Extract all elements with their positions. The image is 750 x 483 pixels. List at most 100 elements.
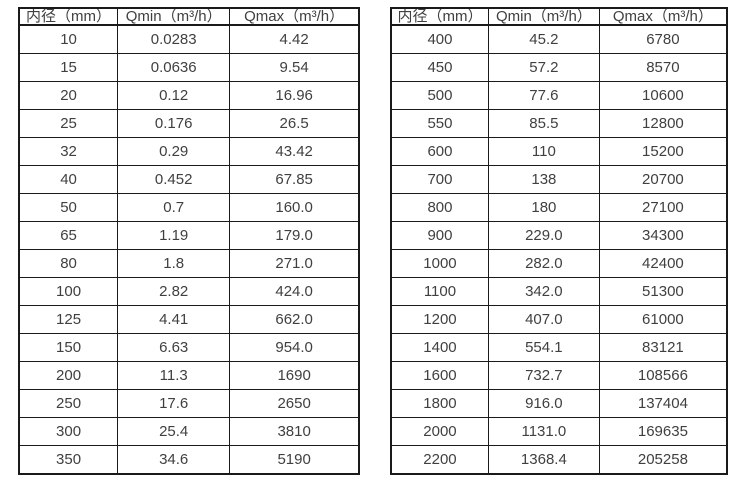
qmin-cell: 0.7 xyxy=(117,193,231,223)
table-row: 25 0.176 26.5 xyxy=(18,109,360,139)
qmax-cell: 42400 xyxy=(598,248,728,278)
table-row: 700 138 20700 xyxy=(390,165,728,195)
qmin-cell: 110 xyxy=(487,137,600,167)
qmin-cell: 17.6 xyxy=(117,388,231,418)
table-row: 125 4.41 662.0 xyxy=(18,304,360,334)
qmax-cell: 9.54 xyxy=(229,53,360,83)
diameter-cell: 125 xyxy=(18,304,119,334)
table-row: 600 110 15200 xyxy=(390,137,728,167)
diameter-cell: 20 xyxy=(18,81,119,111)
diameter-cell: 300 xyxy=(18,416,119,446)
qmin-cell: 57.2 xyxy=(487,53,600,83)
qmin-cell: 229.0 xyxy=(487,221,600,250)
qmax-cell: 2650 xyxy=(229,388,360,418)
qmin-cell: 1.8 xyxy=(117,248,231,278)
qmax-cell: 5190 xyxy=(229,444,360,475)
qmax-cell: 20700 xyxy=(598,165,728,195)
qmax-cell: 271.0 xyxy=(229,248,360,278)
diameter-cell: 600 xyxy=(390,137,489,167)
diameter-cell: 350 xyxy=(18,444,119,475)
column-header: Qmax（m³/h） xyxy=(598,7,728,26)
qmax-cell: 16.96 xyxy=(229,81,360,111)
diameter-cell: 65 xyxy=(18,221,119,250)
diameter-cell: 2200 xyxy=(390,444,489,475)
diameter-cell: 80 xyxy=(18,248,119,278)
qmin-cell: 45.2 xyxy=(487,24,600,55)
table-row: 900 229.0 34300 xyxy=(390,221,728,250)
diameter-cell: 1000 xyxy=(390,248,489,278)
qmax-cell: 83121 xyxy=(598,332,728,362)
qmin-cell: 0.12 xyxy=(117,81,231,111)
header-row: 内径（mm） Qmin（m³/h） Qmax（m³/h） xyxy=(390,7,728,26)
qmax-cell: 1690 xyxy=(229,360,360,390)
table-row: 450 57.2 8570 xyxy=(390,53,728,83)
diameter-cell: 200 xyxy=(18,360,119,390)
qmax-cell: 8570 xyxy=(598,53,728,83)
qmax-cell: 6780 xyxy=(598,24,728,55)
diameter-cell: 15 xyxy=(18,53,119,83)
qmax-cell: 3810 xyxy=(229,416,360,446)
qmin-cell: 34.6 xyxy=(117,444,231,475)
qmax-cell: 34300 xyxy=(598,221,728,250)
qmax-cell: 67.85 xyxy=(229,165,360,195)
table-row: 2000 1131.0 169635 xyxy=(390,416,728,446)
table-row: 2200 1368.4 205258 xyxy=(390,444,728,475)
table-row: 800 180 27100 xyxy=(390,193,728,223)
qmax-cell: 27100 xyxy=(598,193,728,223)
qmin-cell: 0.452 xyxy=(117,165,231,195)
qmax-cell: 51300 xyxy=(598,276,728,306)
qmin-cell: 180 xyxy=(487,193,600,223)
qmin-cell: 77.6 xyxy=(487,81,600,111)
qmin-cell: 4.41 xyxy=(117,304,231,334)
table-row: 10 0.0283 4.42 xyxy=(18,24,360,55)
table-row: 1000 282.0 42400 xyxy=(390,248,728,278)
table-row: 1800 916.0 137404 xyxy=(390,388,728,418)
qmin-cell: 0.29 xyxy=(117,137,231,167)
table-row: 200 11.3 1690 xyxy=(18,360,360,390)
diameter-cell: 1600 xyxy=(390,360,489,390)
column-header: Qmin（m³/h） xyxy=(117,7,231,26)
qmax-cell: 12800 xyxy=(598,109,728,139)
diameter-cell: 900 xyxy=(390,221,489,250)
header-row: 内径（mm） Qmin（m³/h） Qmax（m³/h） xyxy=(18,7,360,26)
qmin-cell: 732.7 xyxy=(487,360,600,390)
qmin-cell: 0.0283 xyxy=(117,24,231,55)
qmax-cell: 26.5 xyxy=(229,109,360,139)
qmin-cell: 554.1 xyxy=(487,332,600,362)
diameter-cell: 40 xyxy=(18,165,119,195)
table-row: 1100 342.0 51300 xyxy=(390,276,728,306)
table-row: 20 0.12 16.96 xyxy=(18,81,360,111)
diameter-cell: 1200 xyxy=(390,304,489,334)
qmin-cell: 1131.0 xyxy=(487,416,600,446)
diameter-cell: 100 xyxy=(18,276,119,306)
diameter-cell: 250 xyxy=(18,388,119,418)
qmin-cell: 11.3 xyxy=(117,360,231,390)
diameter-cell: 500 xyxy=(390,81,489,111)
qmin-cell: 407.0 xyxy=(487,304,600,334)
diameter-cell: 2000 xyxy=(390,416,489,446)
qmax-cell: 424.0 xyxy=(229,276,360,306)
diameter-cell: 1800 xyxy=(390,388,489,418)
table-row: 550 85.5 12800 xyxy=(390,109,728,139)
qmin-cell: 342.0 xyxy=(487,276,600,306)
qmin-cell: 282.0 xyxy=(487,248,600,278)
qmin-cell: 1368.4 xyxy=(487,444,600,475)
diameter-cell: 150 xyxy=(18,332,119,362)
table-row: 80 1.8 271.0 xyxy=(18,248,360,278)
diameter-cell: 25 xyxy=(18,109,119,139)
qmax-cell: 160.0 xyxy=(229,193,360,223)
qmin-cell: 6.63 xyxy=(117,332,231,362)
diameter-cell: 700 xyxy=(390,165,489,195)
diameter-cell: 800 xyxy=(390,193,489,223)
flow-spec-table-large-diameters: 内径（mm） Qmin（m³/h） Qmax（m³/h） 400 45.2 6780 450… xyxy=(390,7,728,475)
diameter-cell: 450 xyxy=(390,53,489,83)
qmax-cell: 10600 xyxy=(598,81,728,111)
qmin-cell: 916.0 xyxy=(487,388,600,418)
table-row: 250 17.6 2650 xyxy=(18,388,360,418)
qmax-cell: 179.0 xyxy=(229,221,360,250)
qmin-cell: 25.4 xyxy=(117,416,231,446)
flow-spec-table-small-diameters: 内径（mm） Qmin（m³/h） Qmax（m³/h） 10 0.0283 4.42 15… xyxy=(18,7,360,475)
qmax-cell: 43.42 xyxy=(229,137,360,167)
table-row: 15 0.0636 9.54 xyxy=(18,53,360,83)
